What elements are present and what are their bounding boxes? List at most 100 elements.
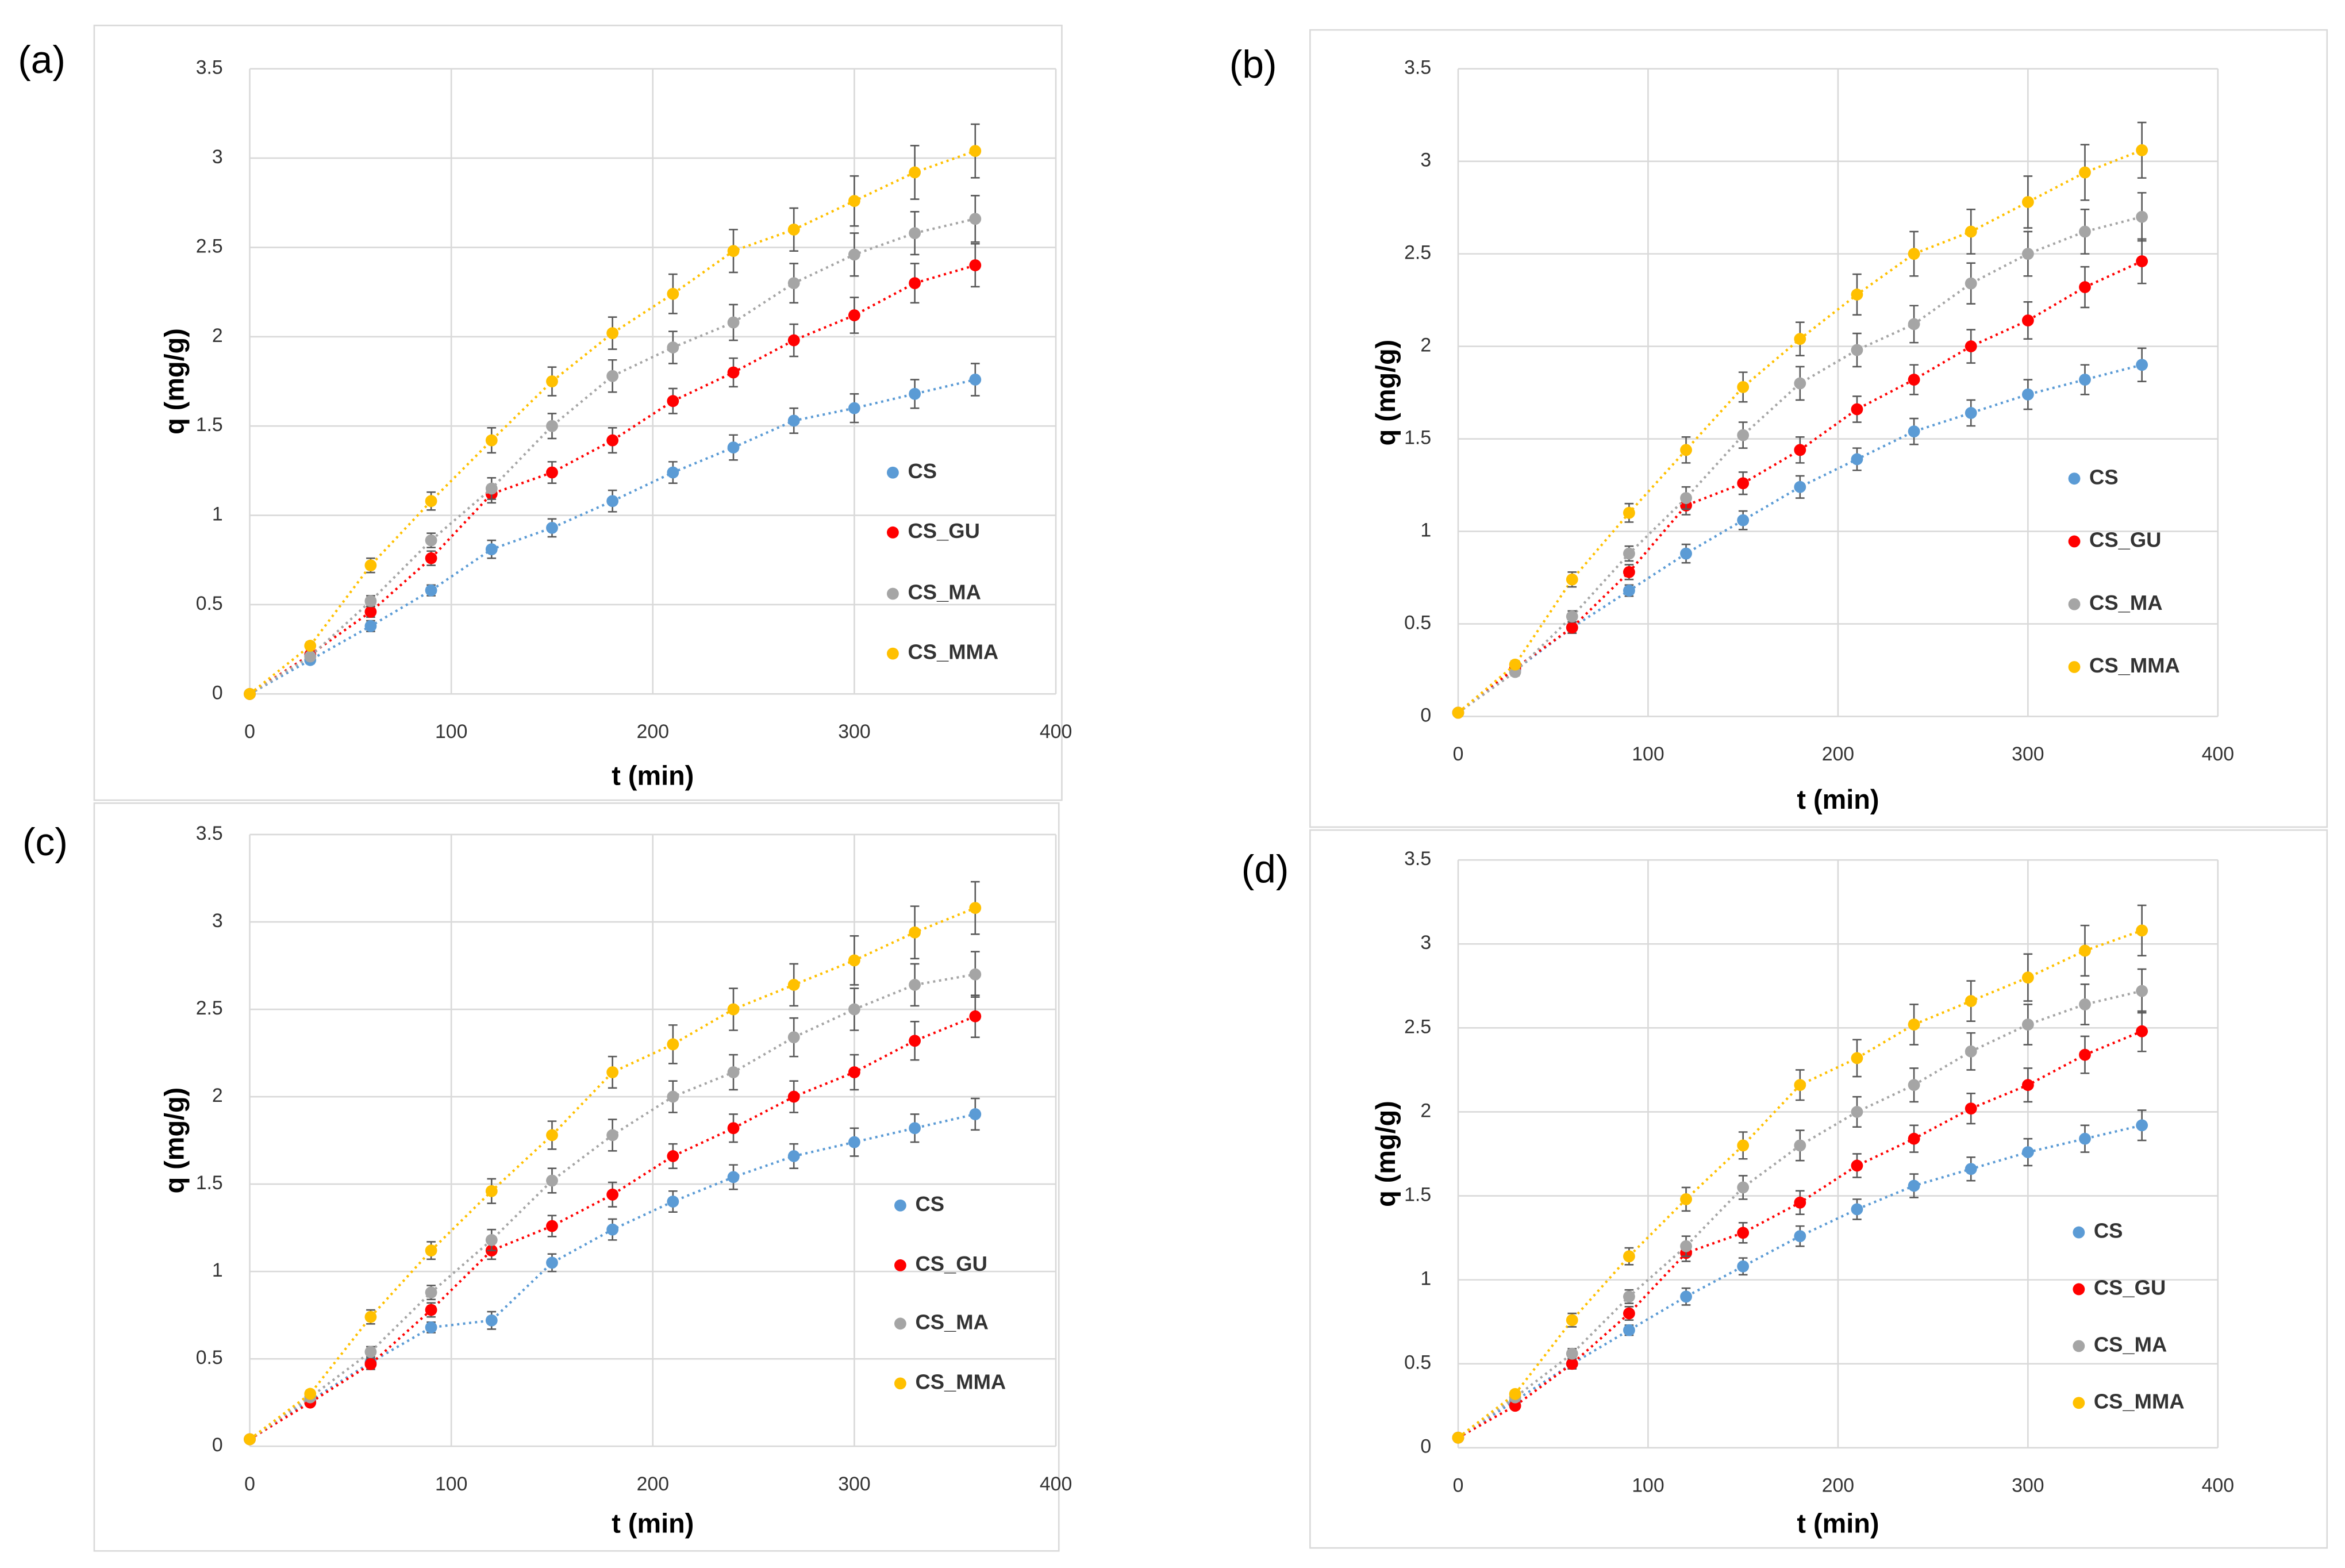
data-point	[1452, 1431, 1464, 1444]
data-point	[1452, 706, 1464, 719]
legend-marker	[887, 466, 899, 479]
legend-marker	[887, 587, 899, 600]
data-point	[1566, 1358, 1578, 1370]
y-tick-label: 3	[1420, 149, 1431, 171]
legend-marker	[2073, 1283, 2085, 1296]
y-tick-label: 3	[212, 146, 223, 168]
data-point	[1908, 374, 1920, 386]
data-point	[787, 277, 800, 290]
data-point	[727, 1066, 740, 1078]
data-point	[425, 534, 437, 547]
data-point	[1908, 318, 1920, 330]
data-point	[2136, 210, 2148, 223]
data-point	[485, 1314, 498, 1327]
data-point	[2136, 1025, 2148, 1037]
legend-marker	[2073, 1226, 2085, 1239]
panel-label: (c)	[22, 821, 68, 864]
legend-label: CS	[908, 459, 937, 483]
data-point	[546, 1256, 558, 1269]
data-point	[969, 902, 982, 914]
data-point	[2079, 1132, 2091, 1145]
legend-label: CS_GU	[915, 1252, 987, 1275]
x-tick-label: 100	[435, 1473, 467, 1495]
data-point	[969, 259, 982, 271]
data-point	[848, 1136, 860, 1148]
y-tick-label: 2	[212, 1085, 223, 1106]
y-tick-label: 1	[212, 1259, 223, 1281]
data-point	[1851, 1159, 1863, 1172]
data-point	[1509, 658, 1521, 671]
data-point	[244, 687, 256, 700]
legend-label: CS	[2089, 465, 2119, 489]
panel-frame	[1309, 29, 2328, 828]
data-point	[1851, 1106, 1863, 1118]
y-tick-label: 1.5	[196, 1172, 223, 1194]
data-point	[727, 316, 740, 329]
data-point	[485, 1233, 498, 1246]
x-tick-label: 200	[1822, 743, 1854, 765]
data-point	[1851, 289, 1863, 301]
panel-label: (b)	[1229, 43, 1277, 86]
data-point	[727, 1122, 740, 1135]
data-point	[1908, 1079, 1920, 1092]
data-point	[425, 495, 437, 508]
panel-label: (a)	[18, 39, 66, 82]
data-point	[2136, 359, 2148, 371]
data-point	[1737, 1227, 1750, 1239]
data-point	[1965, 1163, 1977, 1175]
y-tick-label: 0	[212, 682, 223, 704]
data-point	[969, 374, 982, 386]
legend-marker	[2068, 661, 2081, 673]
data-point	[848, 248, 860, 261]
data-point	[1794, 481, 1806, 493]
panel-label: (d)	[1241, 848, 1289, 891]
x-tick-label: 400	[1040, 1473, 1072, 1495]
data-point	[1566, 573, 1578, 586]
data-point	[364, 1346, 377, 1358]
data-point	[848, 1066, 860, 1078]
legend-label: CS_GU	[2089, 528, 2161, 552]
data-point	[2021, 1079, 2034, 1092]
data-point	[244, 1433, 256, 1446]
data-point	[1794, 333, 1806, 345]
data-point	[2079, 281, 2091, 293]
data-point	[969, 1108, 982, 1120]
data-point	[1680, 1240, 1692, 1252]
y-tick-label: 2.5	[196, 997, 223, 1019]
data-point	[606, 495, 619, 508]
y-tick-label: 0.5	[196, 1347, 223, 1369]
panel-frame	[1309, 829, 2328, 1549]
data-point	[727, 1003, 740, 1016]
data-point	[909, 387, 921, 400]
data-point	[1965, 995, 1977, 1008]
data-point	[787, 1150, 800, 1162]
data-point	[667, 1196, 679, 1208]
data-point	[2079, 998, 2091, 1010]
data-point	[727, 366, 740, 379]
data-point	[546, 1220, 558, 1232]
data-point	[425, 552, 437, 564]
data-point	[2136, 1119, 2148, 1132]
data-point	[2079, 225, 2091, 238]
data-point	[667, 395, 679, 408]
panel-frame	[93, 802, 1060, 1552]
data-point	[2021, 248, 2034, 260]
legend-label: CS	[915, 1192, 944, 1216]
data-point	[2021, 314, 2034, 326]
data-point	[606, 434, 619, 447]
data-point	[1737, 1139, 1750, 1152]
chart-panel: (a) 0 0.5 1 1.5 2 2.5 3 3.5 0 100 200 300 400 t (min) q…	[18, 24, 1072, 801]
y-tick-label: 1.5	[1404, 1183, 1431, 1205]
data-point	[1737, 514, 1750, 526]
legend-marker	[2068, 535, 2081, 548]
data-point	[1794, 1230, 1806, 1243]
data-point	[1908, 1132, 1920, 1145]
data-point	[1851, 1203, 1863, 1216]
x-axis-title: t (min)	[1797, 1508, 1879, 1538]
y-axis-title: q (mg/g)	[159, 328, 189, 435]
data-point	[909, 979, 921, 991]
data-point	[909, 1035, 921, 1047]
x-tick-label: 300	[2012, 743, 2044, 765]
y-tick-label: 3.5	[1404, 848, 1431, 870]
